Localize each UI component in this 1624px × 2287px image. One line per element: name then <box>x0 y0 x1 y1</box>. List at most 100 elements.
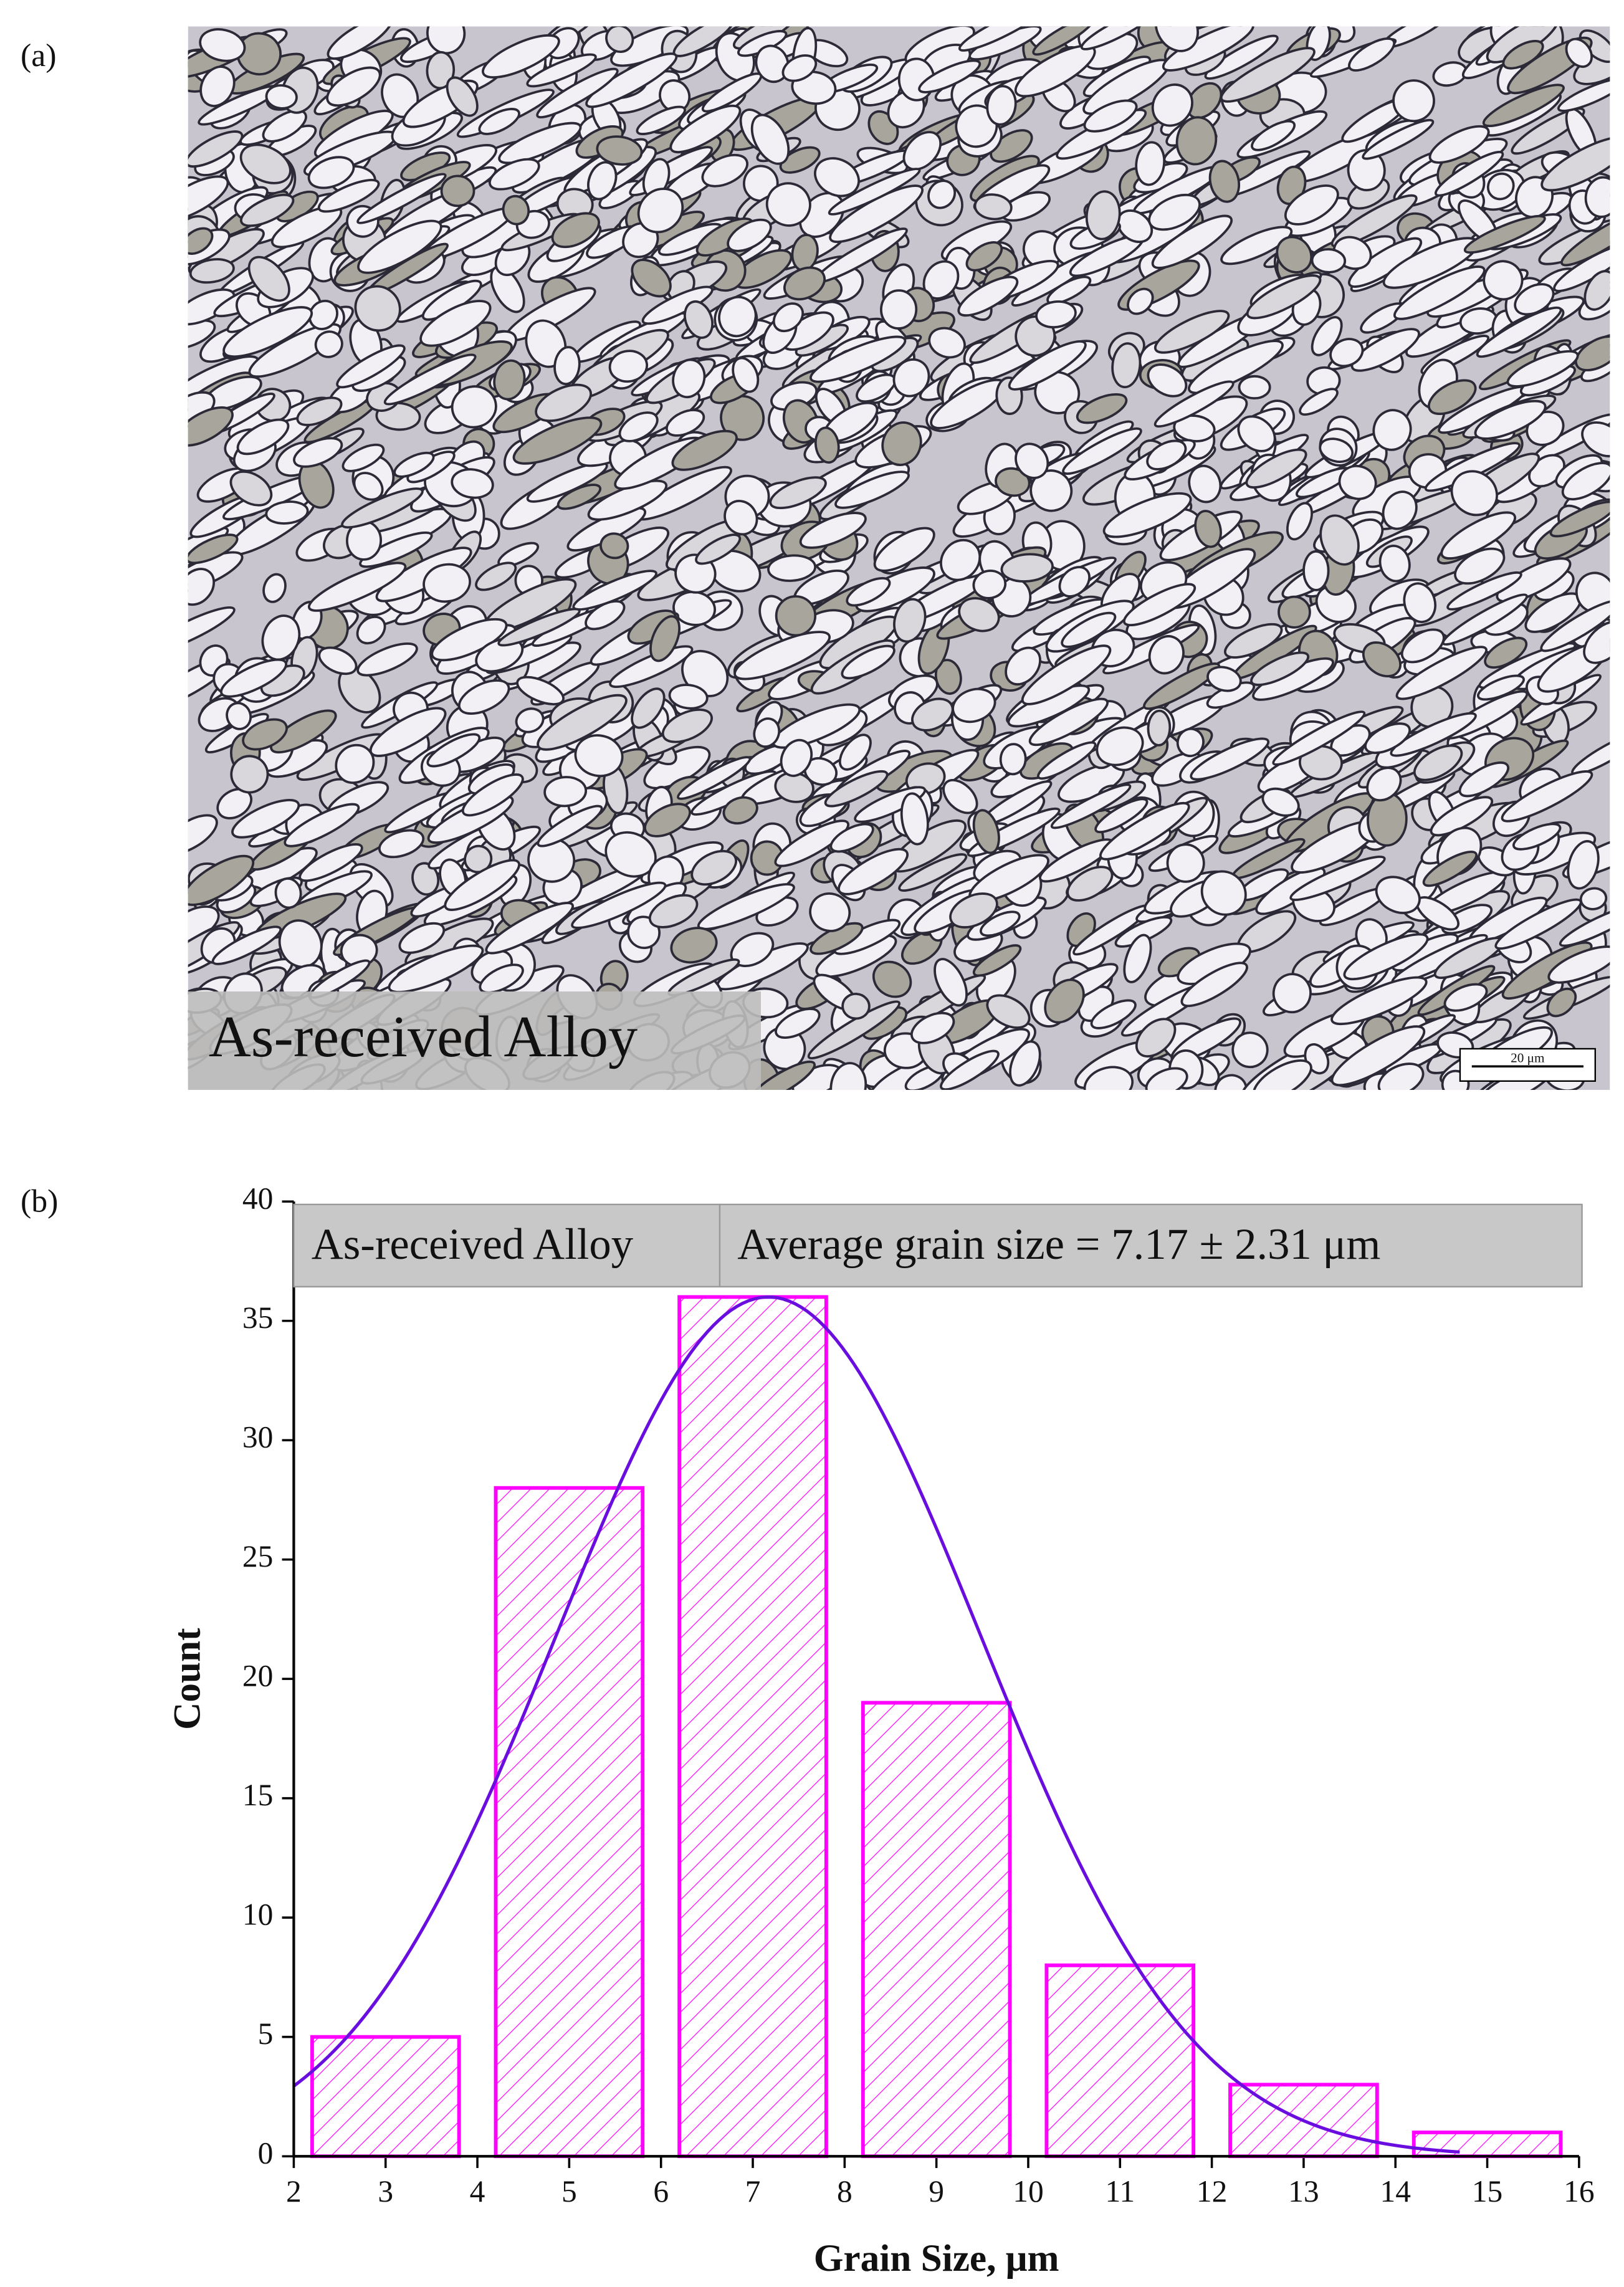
grain <box>952 687 996 723</box>
grain <box>1166 843 1205 883</box>
x-tick-label: 5 <box>561 2174 577 2208</box>
grain <box>1311 248 1347 274</box>
grain <box>690 849 737 886</box>
grain <box>780 738 813 777</box>
grain <box>211 925 282 965</box>
grain <box>1330 976 1428 1026</box>
grain <box>239 193 295 227</box>
grain <box>718 295 757 338</box>
x-tick-label: 13 <box>1288 2174 1319 2208</box>
grain <box>426 733 481 768</box>
x-tick-label: 7 <box>745 2174 761 2208</box>
y-tick-label: 35 <box>242 1301 273 1335</box>
x-tick-label: 9 <box>929 2174 944 2208</box>
grain <box>1044 978 1085 1024</box>
grain <box>641 285 714 325</box>
grain <box>958 597 1000 633</box>
x-tick-label: 14 <box>1380 2174 1410 2208</box>
grain <box>814 426 840 464</box>
grain <box>637 188 684 234</box>
grain <box>1083 1066 1134 1090</box>
grain <box>1148 193 1201 231</box>
grain <box>829 1062 867 1090</box>
grain <box>308 299 338 330</box>
grain <box>478 108 520 135</box>
grain <box>990 129 1033 163</box>
grain <box>701 153 748 188</box>
grain <box>247 255 290 302</box>
grain <box>1200 870 1247 916</box>
grain <box>1392 79 1435 123</box>
grain <box>949 892 998 929</box>
grain <box>1272 710 1366 766</box>
grain <box>824 770 889 808</box>
grain <box>307 156 355 189</box>
grain <box>1372 409 1412 451</box>
grain <box>1428 379 1477 416</box>
grain <box>1208 160 1241 203</box>
x-tick-label: 15 <box>1472 2174 1502 2208</box>
grain <box>605 26 634 54</box>
grain <box>701 72 763 113</box>
grain <box>1061 611 1117 648</box>
grain <box>1154 26 1199 52</box>
grain <box>1567 840 1600 890</box>
grain <box>644 803 691 838</box>
grain <box>880 289 918 330</box>
grain <box>526 53 597 88</box>
grain <box>493 359 526 401</box>
fit-curve <box>292 1295 1460 2154</box>
grain <box>986 85 1017 126</box>
grain <box>1450 470 1498 517</box>
grain <box>980 910 1021 937</box>
grain <box>553 346 581 386</box>
grain <box>695 533 742 565</box>
grain <box>1261 787 1300 817</box>
grain <box>318 646 358 676</box>
grain <box>314 330 343 358</box>
grain <box>1099 801 1190 861</box>
grain <box>431 618 508 662</box>
grain <box>972 809 1000 854</box>
grain <box>444 859 520 911</box>
grain <box>296 396 343 426</box>
y-tick-label: 25 <box>242 1539 273 1573</box>
grain <box>535 383 592 423</box>
grain <box>1204 34 1279 80</box>
grain <box>927 179 957 209</box>
y-tick-label: 40 <box>242 1181 273 1215</box>
grain <box>1009 1040 1041 1087</box>
grain <box>1278 595 1311 629</box>
grain <box>724 500 758 536</box>
grain <box>753 717 781 748</box>
grain <box>1148 635 1185 675</box>
grain <box>1246 274 1322 320</box>
grain <box>1252 1059 1312 1090</box>
grain <box>1021 644 1112 705</box>
grain <box>940 538 982 581</box>
grain <box>1028 697 1109 747</box>
grain <box>457 679 510 715</box>
grain <box>1147 709 1172 747</box>
grain <box>488 158 540 191</box>
grain <box>230 755 269 794</box>
annotation-left: As-received Alloy <box>312 1220 634 1269</box>
grain <box>722 796 758 825</box>
grain <box>1180 962 1248 1008</box>
grain <box>1443 983 1488 1012</box>
grain <box>388 944 484 993</box>
grain <box>188 288 236 326</box>
grain <box>1484 636 1528 669</box>
grain <box>317 179 380 213</box>
grain <box>1135 141 1166 186</box>
grain <box>543 776 588 808</box>
grain <box>419 300 492 347</box>
grain <box>274 877 302 909</box>
grain <box>356 616 386 645</box>
grain <box>216 788 252 819</box>
x-tick-label: 4 <box>470 2174 485 2208</box>
grain <box>828 168 921 216</box>
micrograph <box>188 26 1610 1090</box>
grain <box>1367 792 1408 847</box>
grain <box>881 421 922 466</box>
